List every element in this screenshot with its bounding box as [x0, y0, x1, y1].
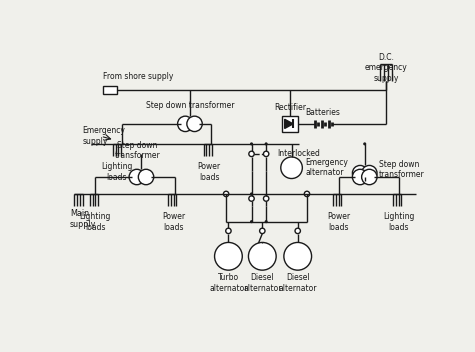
Circle shape [265, 142, 268, 145]
Polygon shape [285, 119, 293, 128]
Circle shape [264, 151, 269, 157]
Text: Lighting
loads: Lighting loads [101, 162, 133, 182]
Circle shape [248, 243, 276, 270]
Text: Diesel
alternator: Diesel alternator [243, 273, 282, 293]
Text: From shore supply: From shore supply [103, 72, 173, 81]
Text: Diesel
alternator: Diesel alternator [278, 273, 317, 293]
Circle shape [352, 169, 368, 185]
Text: Batteries: Batteries [306, 108, 341, 117]
Text: Power
loads: Power loads [162, 212, 185, 232]
Circle shape [129, 169, 144, 185]
Circle shape [260, 228, 265, 234]
Circle shape [215, 243, 242, 270]
Circle shape [138, 169, 154, 185]
Circle shape [178, 116, 193, 132]
Circle shape [352, 165, 368, 181]
Text: Step down
transformer: Step down transformer [114, 141, 161, 160]
Text: Main
supply: Main supply [70, 209, 96, 229]
Circle shape [226, 228, 231, 234]
Text: Lighting
loads: Lighting loads [383, 212, 414, 232]
Text: Turbo
alternator: Turbo alternator [209, 273, 247, 293]
Circle shape [250, 220, 253, 223]
Text: Step down
transformer: Step down transformer [379, 159, 424, 179]
Text: Emergency
supply: Emergency supply [82, 126, 125, 146]
Circle shape [265, 220, 268, 223]
Circle shape [264, 196, 269, 201]
Text: Power
loads: Power loads [198, 162, 221, 182]
Text: Emergency
alternator: Emergency alternator [305, 158, 348, 177]
Circle shape [304, 191, 310, 197]
Circle shape [249, 196, 254, 201]
Text: Lighting
loads: Lighting loads [79, 212, 111, 232]
Circle shape [361, 165, 377, 181]
Text: Rectifier: Rectifier [274, 103, 306, 112]
Circle shape [223, 191, 229, 197]
Circle shape [250, 193, 253, 195]
Bar [282, 116, 298, 132]
Text: D.C.
emergency
supply: D.C. emergency supply [365, 53, 408, 83]
Text: Interlocked: Interlocked [278, 149, 321, 158]
Circle shape [250, 142, 253, 145]
Text: Step down transformer: Step down transformer [146, 101, 234, 110]
Circle shape [187, 116, 202, 132]
Circle shape [284, 243, 312, 270]
Circle shape [249, 151, 254, 157]
Circle shape [361, 169, 377, 185]
Text: Power
loads: Power loads [327, 212, 350, 232]
Circle shape [295, 228, 300, 234]
Bar [103, 86, 117, 94]
Circle shape [363, 142, 366, 145]
Circle shape [281, 157, 303, 178]
